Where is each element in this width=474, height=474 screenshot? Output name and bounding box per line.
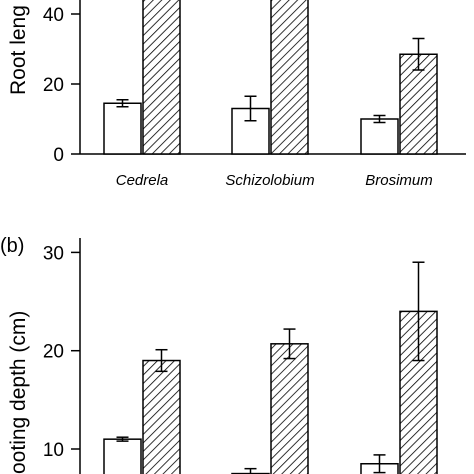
hatched-bar — [270, 343, 309, 474]
hatched-bar — [142, 0, 181, 155]
hatched-bar — [142, 359, 181, 474]
y-tick-label: 10 — [43, 440, 64, 461]
open-bar — [103, 438, 142, 474]
x-category-label: Brosimum — [365, 172, 433, 189]
x-category-label: Cedrela — [116, 172, 169, 189]
y-tick-label: 30 — [43, 243, 64, 264]
y-tick-label: 0 — [53, 145, 64, 166]
y-axis-label: ooting depth (cm) — [7, 311, 30, 474]
x-category-label: Schizolobium — [225, 172, 314, 189]
chart-panel-a: Root leng 0 20 40 Cedrela Schizolobium Brosi… — [7, 0, 466, 189]
chart-panel-b: (b) ooting depth (cm) 10 20 30 — [0, 235, 438, 474]
open-bar — [360, 118, 399, 155]
y-tick-label: 20 — [43, 75, 64, 96]
open-bar — [103, 102, 142, 155]
y-axis-label: Root leng — [7, 5, 30, 95]
y-tick-label: 20 — [43, 342, 64, 363]
hatched-bar — [399, 53, 438, 155]
y-tick-label: 40 — [43, 5, 64, 26]
hatched-bar — [270, 0, 309, 155]
panel-label: (b) — [0, 235, 24, 257]
